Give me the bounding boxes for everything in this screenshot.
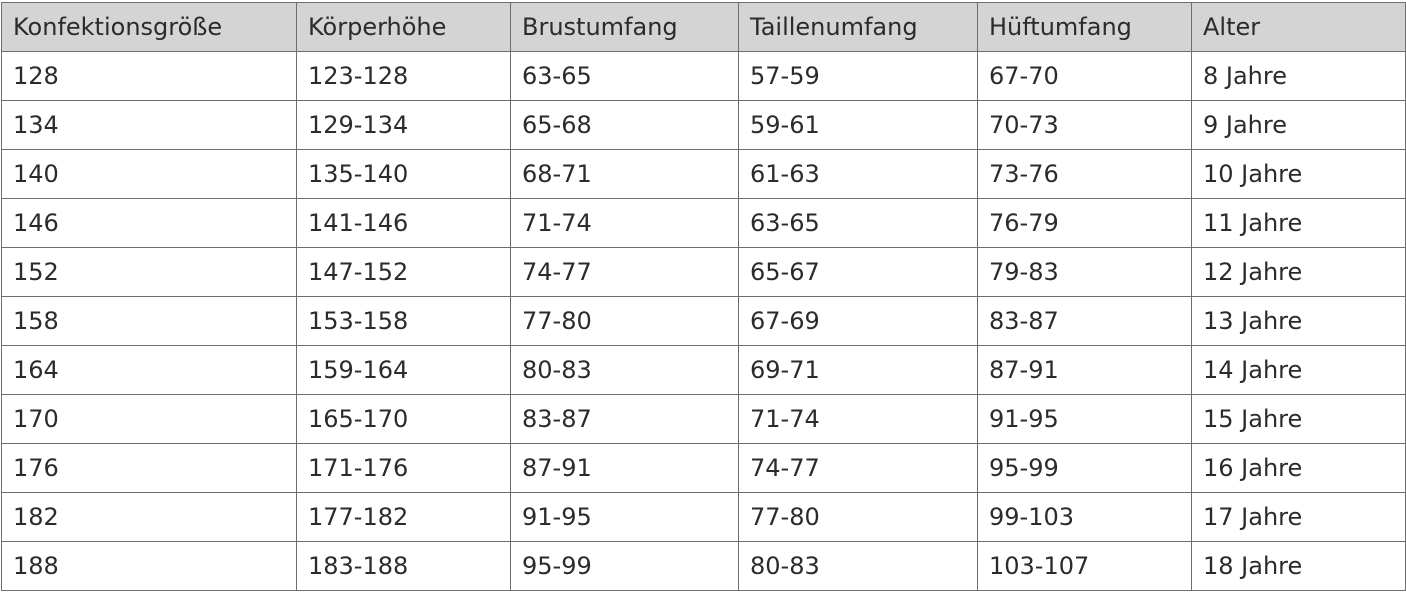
cell-hip: 73-76	[977, 149, 1192, 199]
cell-age: 11 Jahre	[1191, 198, 1406, 248]
cell-height: 159-164	[296, 345, 511, 395]
cell-waist: 80-83	[738, 541, 978, 591]
cell-waist: 74-77	[738, 443, 978, 493]
cell-chest: 63-65	[510, 51, 739, 101]
table-row: 188 183-188 95-99 80-83 103-107 18 Jahre	[1, 541, 1406, 591]
cell-hip: 103-107	[977, 541, 1192, 591]
cell-age: 17 Jahre	[1191, 492, 1406, 542]
cell-size: 170	[1, 394, 297, 444]
cell-age: 18 Jahre	[1191, 541, 1406, 591]
cell-age: 13 Jahre	[1191, 296, 1406, 346]
cell-age: 15 Jahre	[1191, 394, 1406, 444]
cell-size: 140	[1, 149, 297, 199]
cell-chest: 77-80	[510, 296, 739, 346]
header-row: Konfektionsgröße Körperhöhe Brustumfang Tai…	[1, 2, 1406, 52]
cell-chest: 68-71	[510, 149, 739, 199]
cell-hip: 87-91	[977, 345, 1192, 395]
cell-age: 8 Jahre	[1191, 51, 1406, 101]
table-row: 158 153-158 77-80 67-69 83-87 13 Jahre	[1, 296, 1406, 346]
cell-hip: 76-79	[977, 198, 1192, 248]
table-row: 164 159-164 80-83 69-71 87-91 14 Jahre	[1, 345, 1406, 395]
cell-age: 12 Jahre	[1191, 247, 1406, 297]
cell-size: 158	[1, 296, 297, 346]
cell-chest: 95-99	[510, 541, 739, 591]
table-row: 140 135-140 68-71 61-63 73-76 10 Jahre	[1, 149, 1406, 199]
cell-age: 10 Jahre	[1191, 149, 1406, 199]
table-row: 128 123-128 63-65 57-59 67-70 8 Jahre	[1, 51, 1406, 101]
cell-size: 164	[1, 345, 297, 395]
column-header-size: Konfektionsgröße	[1, 2, 297, 52]
cell-age: 16 Jahre	[1191, 443, 1406, 493]
cell-height: 147-152	[296, 247, 511, 297]
cell-height: 177-182	[296, 492, 511, 542]
cell-size: 182	[1, 492, 297, 542]
table-row: 134 129-134 65-68 59-61 70-73 9 Jahre	[1, 100, 1406, 150]
cell-hip: 99-103	[977, 492, 1192, 542]
cell-waist: 65-67	[738, 247, 978, 297]
cell-chest: 65-68	[510, 100, 739, 150]
table-row: 152 147-152 74-77 65-67 79-83 12 Jahre	[1, 247, 1406, 297]
cell-waist: 71-74	[738, 394, 978, 444]
table-row: 146 141-146 71-74 63-65 76-79 11 Jahre	[1, 198, 1406, 248]
cell-size: 152	[1, 247, 297, 297]
column-header-waist: Taillenumfang	[738, 2, 978, 52]
cell-chest: 71-74	[510, 198, 739, 248]
cell-height: 123-128	[296, 51, 511, 101]
table-row: 176 171-176 87-91 74-77 95-99 16 Jahre	[1, 443, 1406, 493]
size-chart-table: Konfektionsgröße Körperhöhe Brustumfang Tai…	[1, 2, 1406, 591]
cell-hip: 67-70	[977, 51, 1192, 101]
cell-height: 183-188	[296, 541, 511, 591]
column-header-chest: Brustumfang	[510, 2, 739, 52]
cell-waist: 67-69	[738, 296, 978, 346]
cell-height: 165-170	[296, 394, 511, 444]
cell-size: 176	[1, 443, 297, 493]
cell-height: 129-134	[296, 100, 511, 150]
cell-height: 153-158	[296, 296, 511, 346]
cell-hip: 79-83	[977, 247, 1192, 297]
cell-hip: 91-95	[977, 394, 1192, 444]
cell-height: 135-140	[296, 149, 511, 199]
cell-height: 171-176	[296, 443, 511, 493]
table-row: 182 177-182 91-95 77-80 99-103 17 Jahre	[1, 492, 1406, 542]
table-row: 170 165-170 83-87 71-74 91-95 15 Jahre	[1, 394, 1406, 444]
cell-age: 9 Jahre	[1191, 100, 1406, 150]
cell-hip: 83-87	[977, 296, 1192, 346]
cell-waist: 69-71	[738, 345, 978, 395]
cell-chest: 80-83	[510, 345, 739, 395]
column-header-hip: Hüftumfang	[977, 2, 1192, 52]
cell-waist: 63-65	[738, 198, 978, 248]
cell-waist: 77-80	[738, 492, 978, 542]
column-header-age: Alter	[1191, 2, 1406, 52]
cell-hip: 95-99	[977, 443, 1192, 493]
cell-chest: 87-91	[510, 443, 739, 493]
table-body: 128 123-128 63-65 57-59 67-70 8 Jahre 134 129-1…	[1, 51, 1406, 591]
cell-chest: 74-77	[510, 247, 739, 297]
cell-hip: 70-73	[977, 100, 1192, 150]
cell-waist: 57-59	[738, 51, 978, 101]
cell-size: 128	[1, 51, 297, 101]
cell-size: 134	[1, 100, 297, 150]
cell-size: 146	[1, 198, 297, 248]
cell-size: 188	[1, 541, 297, 591]
column-header-height: Körperhöhe	[296, 2, 511, 52]
cell-waist: 61-63	[738, 149, 978, 199]
cell-height: 141-146	[296, 198, 511, 248]
cell-waist: 59-61	[738, 100, 978, 150]
cell-age: 14 Jahre	[1191, 345, 1406, 395]
cell-chest: 83-87	[510, 394, 739, 444]
cell-chest: 91-95	[510, 492, 739, 542]
